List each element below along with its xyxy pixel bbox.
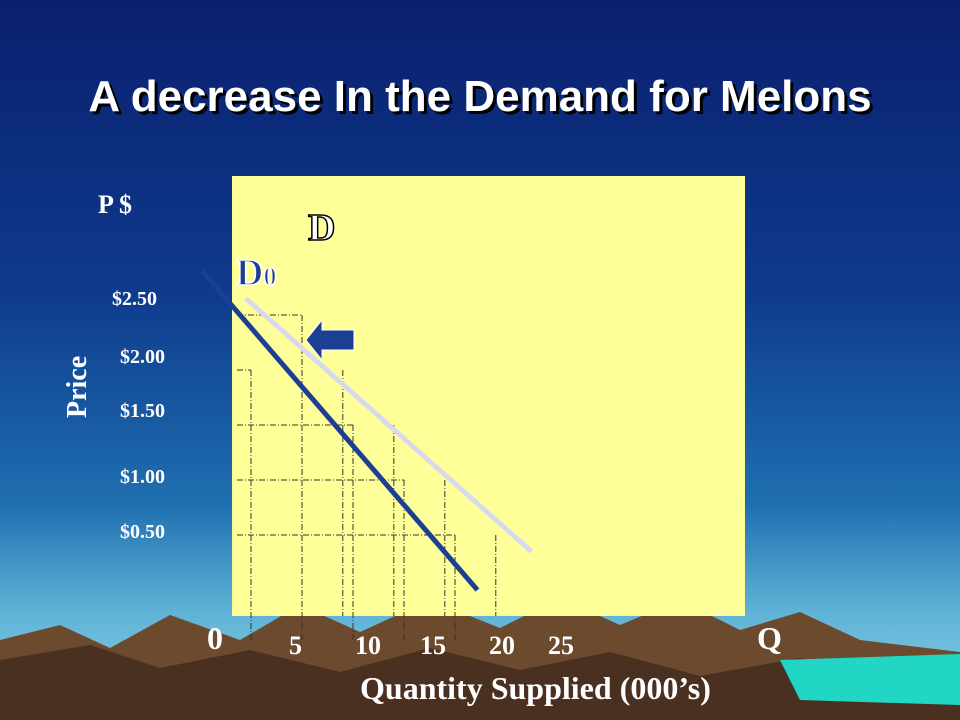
y-tick-label: $2.00 xyxy=(120,346,165,368)
slide-title: A decrease In the Demand for Melons xyxy=(88,72,872,121)
x-tick-label: 15 xyxy=(420,631,446,660)
demand-line-d0 xyxy=(200,269,480,592)
x-tick-label: 10 xyxy=(355,631,381,660)
origin-label: 0 xyxy=(207,620,223,656)
demand-line-d xyxy=(244,296,534,554)
quantity-axis-label: Q xyxy=(757,620,782,656)
y-tick-label: $1.50 xyxy=(120,400,165,422)
demand-lines xyxy=(200,269,534,592)
price-unit-label: P $ xyxy=(98,190,132,219)
x-tick-labels: 5 10 15 20 25 xyxy=(289,631,574,660)
x-tick-label: 25 xyxy=(548,631,574,660)
y-tick-label: $0.50 xyxy=(120,521,165,543)
series-label-d: D xyxy=(308,207,335,249)
x-tick-label: 20 xyxy=(489,631,515,660)
mountain-highlight xyxy=(0,645,960,720)
sea xyxy=(780,654,960,705)
y-tick-label: $2.50 xyxy=(112,288,157,310)
plot-area xyxy=(232,176,745,616)
series-labels: D D0 xyxy=(235,206,336,295)
y-tick-labels: $0.50 $1.00 $1.50 $2.00 $2.50 xyxy=(112,288,165,543)
shift-arrow-icon xyxy=(305,318,355,362)
series-label-d0: D0 xyxy=(236,252,276,294)
y-axis-title: Price xyxy=(62,355,93,418)
shift-arrow-left xyxy=(305,318,355,362)
x-tick-label: 5 xyxy=(289,631,302,660)
x-axis-title: Quantity Supplied (000’s) xyxy=(360,670,711,706)
y-tick-label: $1.00 xyxy=(120,466,165,488)
